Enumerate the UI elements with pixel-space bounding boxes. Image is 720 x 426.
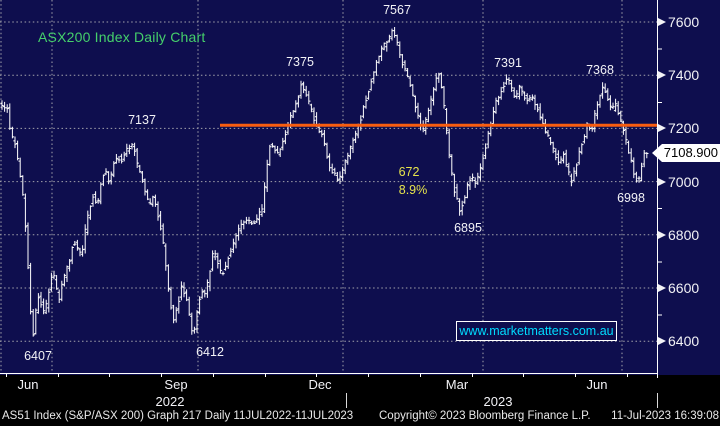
year-separator [657, 393, 658, 408]
price-label: 6895 [454, 221, 482, 235]
y-axis-label: 7000 [668, 173, 700, 190]
axis-frame [0, 0, 662, 378]
status-bar: AS51 Index (S&P/ASX 200) Graph 217 Daily… [0, 410, 720, 426]
y-tick-arrow-icon [658, 18, 666, 26]
y-axis-label: 6800 [668, 226, 700, 243]
price-label: 7391 [494, 56, 522, 70]
x-axis-month-label: Sep [164, 377, 188, 392]
x-axis-year-label: 2022 [155, 394, 185, 409]
price-label: 7567 [383, 3, 411, 17]
y-axis-label: 7600 [668, 14, 700, 30]
price-label: 7368 [586, 63, 614, 77]
y-tick-arrow-icon [658, 177, 666, 186]
y-tick-arrow-icon [658, 284, 666, 292]
status-timestamp: 11-Jul-2023 16:39:08 [611, 410, 719, 422]
x-axis-month-label: Dec [308, 377, 332, 392]
y-axis-label: 7400 [668, 67, 700, 84]
price-label: 7137 [128, 113, 156, 127]
y-tick-arrow-icon [658, 337, 666, 346]
x-axis-month-label: Mar [445, 377, 469, 392]
y-axis-label: 6600 [668, 280, 700, 296]
price-label: 6412 [196, 345, 224, 359]
x-axis-year-label: 2023 [483, 394, 513, 409]
y-tick-arrow-icon [658, 230, 666, 239]
price-chart-canvas[interactable] [0, 0, 720, 378]
chart-title: ASX200 Index Daily Chart [38, 29, 206, 45]
y-tick-arrow-icon [658, 71, 666, 80]
price-label: 7375 [286, 55, 314, 69]
y-axis-label: 7200 [668, 120, 700, 137]
x-axis-month-label: Jun [586, 377, 608, 392]
price-label: 672 [398, 165, 420, 179]
year-separator [346, 393, 347, 408]
y-axis-label: 6400 [668, 333, 700, 350]
price-label: 6998 [617, 191, 645, 205]
x-axis-month-label: Jun [17, 377, 39, 392]
gridlines [0, 0, 657, 373]
status-copyright: Copyright© 2023 Bloomberg Finance L.P. [379, 410, 591, 422]
watermark-link[interactable]: www.marketmatters.com.au [456, 321, 617, 341]
last-price-badge: 7108.900 [652, 144, 720, 162]
chart-background [0, 0, 720, 375]
price-label: 8.9% [398, 183, 428, 197]
y-tick-arrow-icon [658, 124, 666, 133]
status-security-info: AS51 Index (S&P/ASX 200) Graph 217 Daily… [2, 410, 354, 422]
price-label: 6407 [24, 349, 52, 363]
